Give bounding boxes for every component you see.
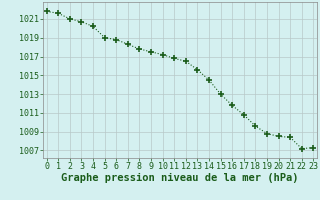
X-axis label: Graphe pression niveau de la mer (hPa): Graphe pression niveau de la mer (hPa)	[61, 173, 299, 183]
